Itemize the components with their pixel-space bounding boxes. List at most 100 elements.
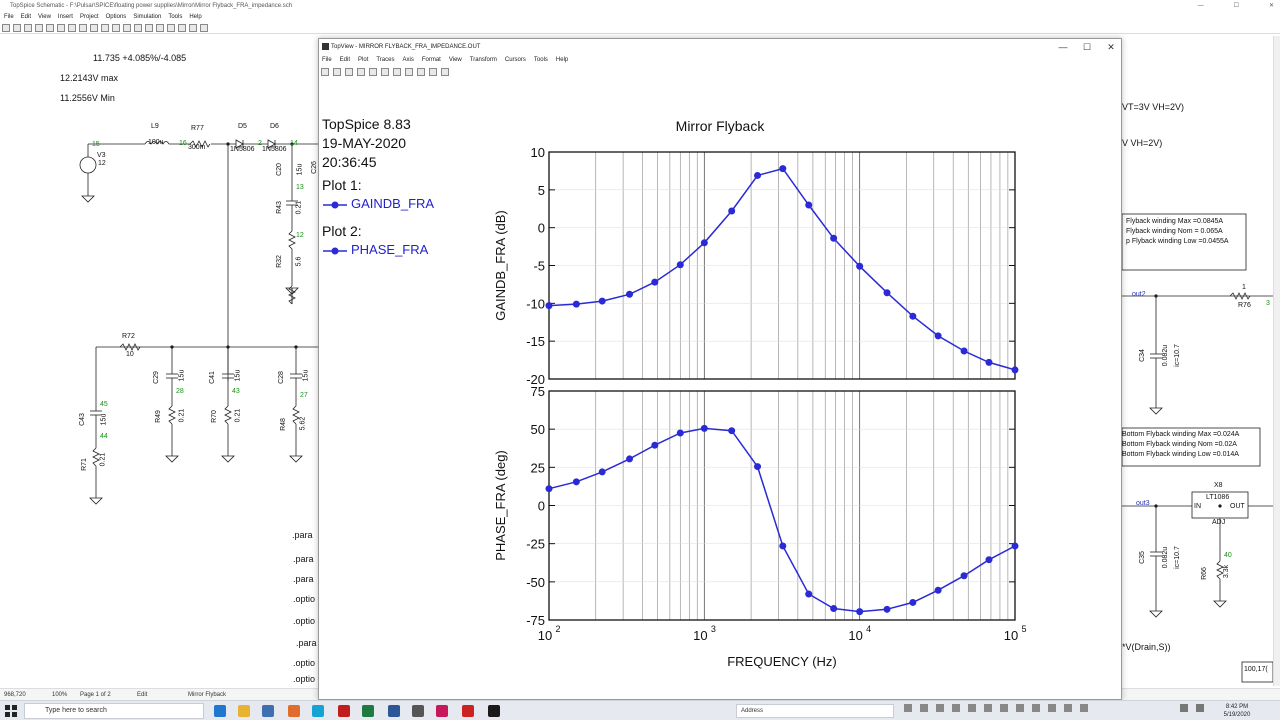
edge-browser-icon[interactable] [214,705,226,717]
tv-menu-format[interactable]: Format [421,57,441,63]
bus-icon[interactable] [156,23,164,32]
plot2-legend-marker [323,247,347,255]
zoom-fit-icon[interactable] [112,23,120,32]
pointer-icon[interactable] [134,23,142,32]
windows-start-icon[interactable] [4,704,18,718]
paste-icon[interactable] [68,23,76,32]
app-icon-1[interactable] [262,705,274,717]
tray-icon-11[interactable] [1064,704,1072,712]
acrobat-icon[interactable] [338,705,350,717]
tray-icon-2[interactable] [920,704,928,712]
open-folder-icon[interactable] [13,23,21,32]
probe-icon[interactable] [200,23,208,32]
tv-menu-axis[interactable]: Axis [402,57,414,63]
r77-value: 300m [188,144,206,151]
menu-edit[interactable]: Edit [20,14,32,20]
cut-icon[interactable] [46,23,54,32]
tv-menu-file[interactable]: File [322,57,332,63]
file-explorer-icon[interactable] [238,705,250,717]
volume-icon[interactable] [1196,704,1204,712]
topview-maximize-button[interactable]: ☐ [1082,42,1092,52]
ground-icon[interactable] [178,23,186,32]
topview-taskbar-icon[interactable] [488,705,500,717]
cursor-crosshair-icon[interactable] [417,68,425,76]
menu-project[interactable]: Project [79,14,99,20]
topview-titlebar[interactable]: TopView - MIRROR FLYBACK_FRA_IMPEDANCE.O… [319,39,1121,55]
network-icon[interactable] [1180,704,1188,712]
tray-icon-6[interactable] [984,704,992,712]
zoom-out-icon[interactable] [405,68,413,76]
address-toolbar-input[interactable]: Address [736,704,894,718]
excel-icon[interactable] [362,705,374,717]
option-line-2: .optio [293,616,316,626]
save-icon[interactable] [24,23,32,32]
menu-view[interactable]: View [38,14,51,20]
taskbar-clock[interactable]: 8:42 PM 5/19/2020 [1223,704,1251,718]
run-simulation-icon[interactable] [189,23,197,32]
tray-icon-7[interactable] [1000,704,1008,712]
menu-insert[interactable]: Insert [57,14,73,20]
tray-icon-10[interactable] [1048,704,1056,712]
add-trace-icon[interactable] [369,68,377,76]
new-file-icon[interactable] [2,23,10,32]
help-lightbulb-icon[interactable] [441,68,449,76]
data-point [754,171,762,179]
maximize-button[interactable]: ☐ [1233,3,1239,9]
tv-menu-help[interactable]: Help [555,57,569,63]
main-window-titlebar[interactable]: TopSpice Schematic - F:\Pulsar\SPICE\flo… [0,0,1280,12]
taskbar-search-input[interactable]: Type here to search [24,703,204,719]
menu-simulation[interactable]: Simulation [133,14,162,20]
copy-icon[interactable] [57,23,65,32]
page-setup-icon[interactable] [345,68,353,76]
tv-menu-edit[interactable]: Edit [339,57,351,63]
tray-icon-9[interactable] [1032,704,1040,712]
tv-menu-traces[interactable]: Traces [376,57,395,63]
tray-icon-1[interactable] [904,704,912,712]
topview-close-button[interactable]: ✕ [1107,42,1115,52]
y-tick-label: -20 [526,372,545,387]
menu-tools[interactable]: Tools [168,14,183,20]
app-icon-2[interactable] [288,705,300,717]
tray-icon-12[interactable] [1080,704,1088,712]
close-button[interactable]: ✕ [1268,3,1274,9]
menu-options[interactable]: Options [105,14,127,20]
tv-menu-plot[interactable]: Plot [358,57,369,63]
tv-menu-transform[interactable]: Transform [469,57,497,63]
tv-menu-tools[interactable]: Tools [533,57,548,63]
word-icon[interactable] [388,705,400,717]
print-icon[interactable] [35,23,43,32]
minimize-button[interactable]: — [1197,3,1204,9]
tray-icon-8[interactable] [1016,704,1024,712]
tray-icon-4[interactable] [952,704,960,712]
text-icon[interactable] [429,68,437,76]
skype-icon[interactable] [312,705,324,717]
net-out2: out2 [1132,291,1146,298]
vertical-scrollbar[interactable] [1273,36,1280,686]
wire-icon[interactable] [145,23,153,32]
status-coords: 968,720 [4,692,26,698]
menu-file[interactable]: File [4,14,14,20]
zoom-out-icon[interactable] [101,23,109,32]
edit-pencil-icon[interactable] [357,68,365,76]
menu-help[interactable]: Help [189,14,202,20]
tray-icon-3[interactable] [936,704,944,712]
app-icon-3[interactable] [436,705,448,717]
topview-minimize-button[interactable]: — [1058,42,1068,52]
plot-area[interactable]: TopSpice 8.83 19-MAY-2020 20:36:45 Plot … [319,79,1121,699]
open-folder-icon[interactable] [321,68,329,76]
data-point [626,455,634,463]
zoom-area-icon[interactable] [123,23,131,32]
zoom-in-icon[interactable] [90,23,98,32]
tv-menu-view[interactable]: View [448,57,462,63]
text-icon[interactable] [167,23,175,32]
tv-menu-cursors[interactable]: Cursors [504,57,526,63]
app-icon-4[interactable] [462,705,474,717]
calculator-icon[interactable] [412,705,424,717]
delete-icon[interactable] [79,23,87,32]
tray-icon-5[interactable] [968,704,976,712]
data-point [830,605,838,613]
topview-window[interactable]: TopView - MIRROR FLYBACK_FRA_IMPEDANCE.O… [318,38,1122,700]
print-icon[interactable] [333,68,341,76]
zoom-in-icon[interactable] [393,68,401,76]
axis-icon[interactable] [381,68,389,76]
